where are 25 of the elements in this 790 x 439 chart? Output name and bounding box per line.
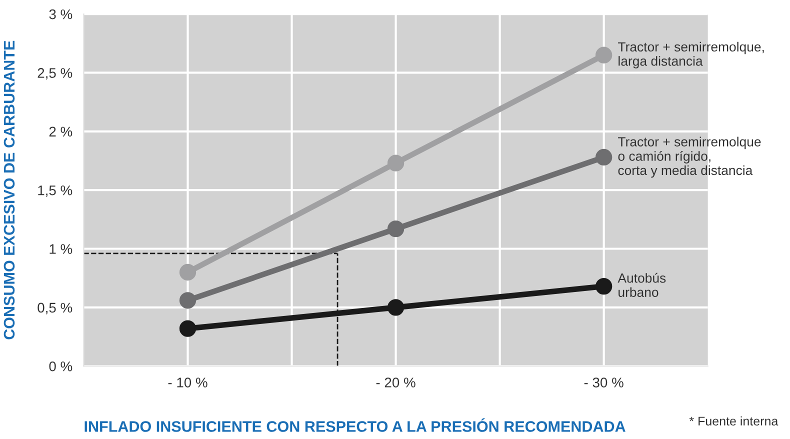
y-tick-label: 2 %	[49, 126, 72, 137]
point	[179, 292, 196, 309]
point	[595, 148, 612, 166]
point	[387, 299, 404, 316]
point	[387, 220, 404, 238]
point	[179, 320, 196, 337]
series-label: Tractor + semirremolque, larga distancia	[618, 42, 764, 68]
point	[179, 264, 196, 281]
y-axis-title: CONSUMO EXCESIVO DE CARBURANTE	[4, 40, 15, 340]
text: * Fuente interna	[689, 416, 778, 426]
x-tick-label: - 30 %	[584, 378, 624, 388]
x-tick-label: - 10 %	[168, 378, 208, 388]
y-tick-label: 0 %	[49, 361, 72, 372]
point	[595, 278, 612, 295]
x-axis-title: INFLADO INSUFICIENTE CON RESPECTO A LA PRESIÓN RECOMENDADA	[84, 418, 626, 432]
y-tick-label: 1,5 %	[38, 185, 72, 197]
y-tick-label: 3 %	[49, 9, 72, 20]
series-label: Autobús urbano	[618, 272, 666, 297]
x-tick-label: - 20 %	[376, 378, 416, 388]
point	[595, 46, 612, 64]
y-tick-label: 1 %	[50, 244, 72, 254]
y-tick-label: 0,5 %	[38, 302, 72, 314]
series-label: Tractor + semirremolque o camión rígido, corta y media distancia	[618, 136, 761, 178]
y-tick-label: 2,5 %	[38, 68, 72, 80]
point	[387, 154, 404, 172]
